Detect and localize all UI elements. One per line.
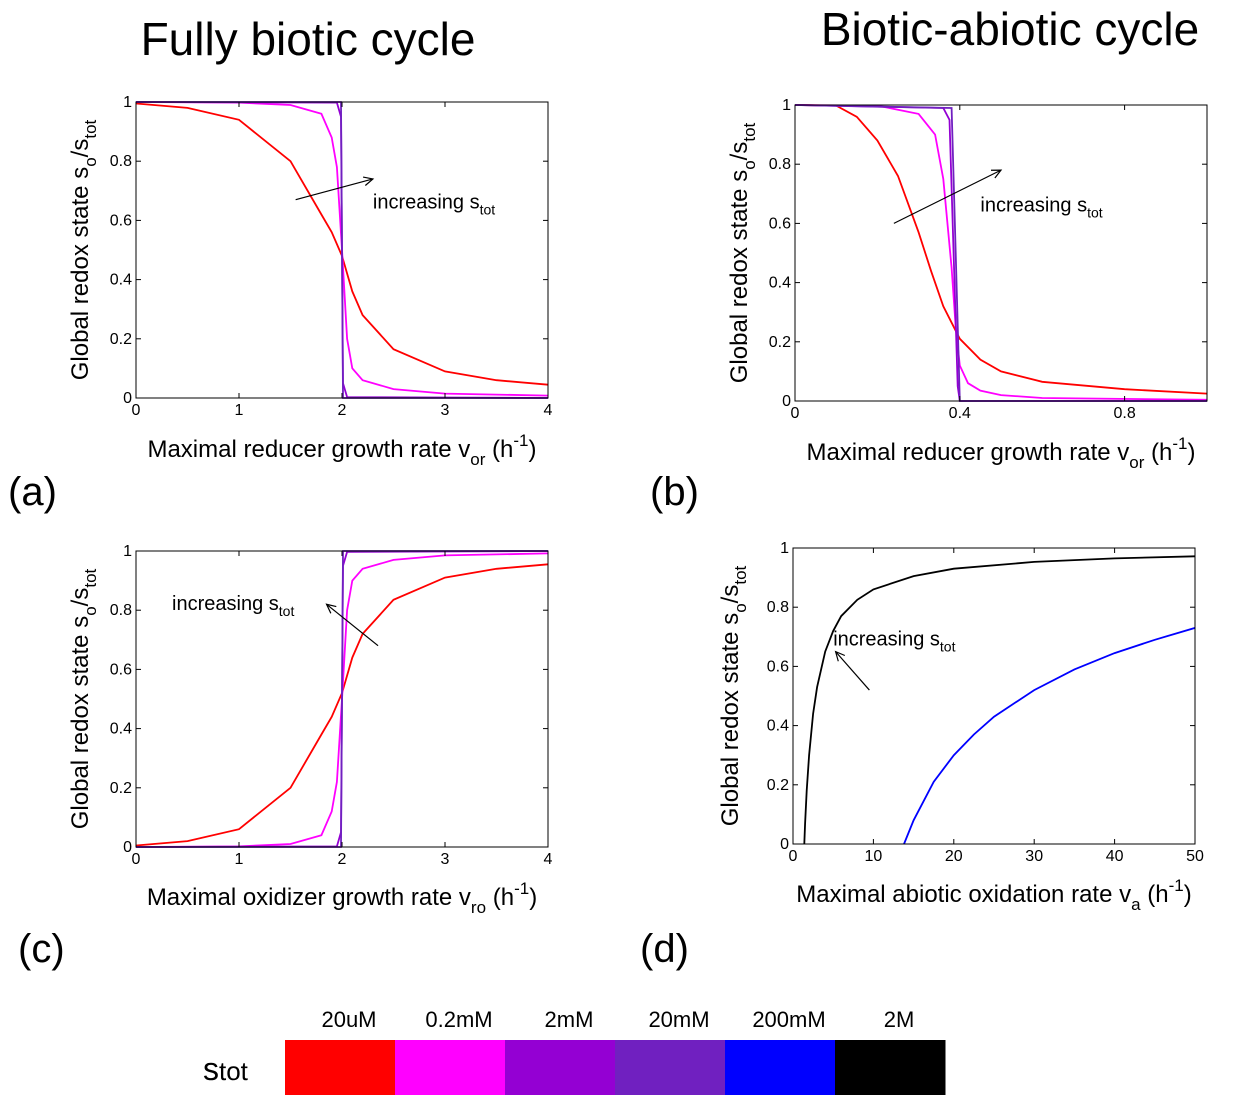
x-tick-label-a: 1 xyxy=(235,402,244,419)
x-tick-label-b: 0 xyxy=(791,405,800,422)
panel-label-a: (a) xyxy=(8,470,57,514)
x-axis-label-c: Maximal oxidizer growth rate vro (h-1) xyxy=(147,879,537,917)
annotation-arrowhead-d xyxy=(834,650,846,662)
panel-label-c: (c) xyxy=(18,927,65,971)
legend-swatch-1 xyxy=(285,1040,396,1095)
y-tick-label-a: 0.4 xyxy=(110,272,132,289)
panel-c-chart: 0 1 2 3 4 0 0.2 0.4 0.6 0.8 1 Maximal oxidizer grow… xyxy=(18,543,553,971)
y-axis-label-c: Global redox state so/stot xyxy=(67,568,100,829)
series-line-b-2 xyxy=(795,104,1207,401)
y-tick-label-c: 1 xyxy=(123,543,132,560)
legend-title: stot xyxy=(203,1051,249,1087)
legend-label-6: 2M xyxy=(884,1007,915,1032)
x-tick-label-c: 4 xyxy=(544,851,553,868)
panel-d-chart: 0 10 20 30 40 50 0 0.2 0.4 0.6 0.8 1 Maximal abiotic… xyxy=(640,540,1204,971)
y-tick-label-d: 1 xyxy=(780,540,789,557)
y-axis-label-a: Global redox state so/stot xyxy=(67,119,100,380)
x-tick-label-b: 0.4 xyxy=(949,405,971,422)
panel-a-chart: 0 1 2 3 4 0 0.2 0.4 0.6 0.8 1 Maximal reducer growt… xyxy=(8,94,553,514)
y-tick-label-d: 0.6 xyxy=(767,658,789,675)
panel-b-chart: 0 0.4 0.8 0 0.2 0.4 0.6 0.8 1 Maximal reducer gro… xyxy=(650,97,1208,514)
x-tick-label-d: 50 xyxy=(1186,848,1204,865)
axes-frame-d xyxy=(792,547,1196,845)
column-title-biotic-abiotic: Biotic-abiotic cycle xyxy=(821,3,1199,55)
x-tick-label-c: 0 xyxy=(132,851,141,868)
x-tick-label-d: 20 xyxy=(945,848,963,865)
legend-swatch-4 xyxy=(615,1040,726,1095)
x-tick-label-d: 40 xyxy=(1106,848,1124,865)
x-tick-label-d: 30 xyxy=(1025,848,1043,865)
x-tick-label-b: 0.8 xyxy=(1113,405,1135,422)
y-tick-label-a: 0 xyxy=(123,390,132,407)
annotation-arrow-a xyxy=(295,178,374,201)
y-axis-label-d: Global redox state so/stot xyxy=(717,565,750,826)
y-tick-label-d: 0 xyxy=(780,836,789,853)
y-tick-label-c: 0.6 xyxy=(110,661,132,678)
annotation-text-c: increasing stot xyxy=(172,593,294,619)
axes-frame-b xyxy=(794,104,1208,402)
x-tick-label-a: 3 xyxy=(441,402,450,419)
annotation-arrow-c xyxy=(326,603,379,647)
y-tick-label-c: 0.2 xyxy=(110,780,132,797)
legend-label-1: 20uM xyxy=(321,1007,376,1032)
annotation-text-b: increasing stot xyxy=(980,195,1102,221)
legend-swatch-3 xyxy=(505,1040,616,1095)
legend-swatch-6 xyxy=(835,1040,946,1095)
y-tick-label-b: 1 xyxy=(782,97,791,114)
x-axis-label-b: Maximal reducer growth rate vor (h-1) xyxy=(806,434,1195,472)
annotation-text-a: increasing stot xyxy=(373,192,495,218)
annotation-text-d: increasing stot xyxy=(833,629,955,655)
series-line-d-1 xyxy=(803,555,1195,845)
legend-label-5: 200mM xyxy=(752,1007,825,1032)
y-tick-label-c: 0.4 xyxy=(110,721,132,738)
annotation-arrow-b xyxy=(893,169,1002,224)
y-tick-label-b: 0.4 xyxy=(769,275,791,292)
y-tick-label-b: 0.8 xyxy=(769,156,791,173)
annotation-arrow-d xyxy=(835,651,870,691)
legend-label-4: 20mM xyxy=(648,1007,709,1032)
panel-label-b: (b) xyxy=(650,470,699,514)
y-tick-label-d: 0.8 xyxy=(767,599,789,616)
annotation-arrowhead-b xyxy=(990,169,1003,179)
y-tick-label-a: 0.8 xyxy=(110,153,132,170)
y-tick-label-b: 0.6 xyxy=(769,215,791,232)
legend-label-3: 2mM xyxy=(545,1007,594,1032)
x-tick-label-c: 1 xyxy=(235,851,244,868)
y-tick-label-d: 0.2 xyxy=(767,777,789,794)
x-tick-label-d: 10 xyxy=(865,848,883,865)
x-tick-label-c: 3 xyxy=(441,851,450,868)
x-tick-label-a: 4 xyxy=(544,402,553,419)
x-tick-label-a: 0 xyxy=(132,402,141,419)
y-tick-label-a: 0.2 xyxy=(110,331,132,348)
x-axis-label-a: Maximal reducer growth rate vor (h-1) xyxy=(147,431,536,469)
y-axis-label-b: Global redox state so/stot xyxy=(726,122,759,383)
x-tick-label-c: 2 xyxy=(338,851,347,868)
legend-swatch-5 xyxy=(725,1040,836,1095)
annotation-arrowhead-c xyxy=(325,603,337,614)
legend-label-2: 0.2mM xyxy=(425,1007,492,1032)
y-tick-label-c: 0.8 xyxy=(110,602,132,619)
colorbar-legend: stot 20uM 0.2mM 2mM 20mM 200mM 2M xyxy=(203,1007,946,1095)
x-tick-label-a: 2 xyxy=(338,402,347,419)
x-tick-label-d: 0 xyxy=(789,848,798,865)
column-title-fully-biotic: Fully biotic cycle xyxy=(141,13,476,65)
series-line-b-1 xyxy=(795,104,1207,395)
legend-swatch-2 xyxy=(395,1040,506,1095)
y-tick-label-d: 0.4 xyxy=(767,718,789,735)
y-tick-label-a: 0.6 xyxy=(110,212,132,229)
y-tick-label-b: 0.2 xyxy=(769,334,791,351)
y-tick-label-b: 0 xyxy=(782,393,791,410)
series-line-b-4 xyxy=(795,104,1207,402)
x-axis-label-d: Maximal abiotic oxidation rate va (h-1) xyxy=(796,876,1191,914)
y-tick-label-a: 1 xyxy=(123,94,132,111)
series-line-d-2 xyxy=(903,627,1195,845)
series-line-b-3 xyxy=(795,104,1207,402)
annotation-arrowhead-a xyxy=(362,176,375,186)
panel-label-d: (d) xyxy=(640,927,689,971)
y-tick-label-c: 0 xyxy=(123,839,132,856)
series-line-a-4 xyxy=(136,101,548,399)
